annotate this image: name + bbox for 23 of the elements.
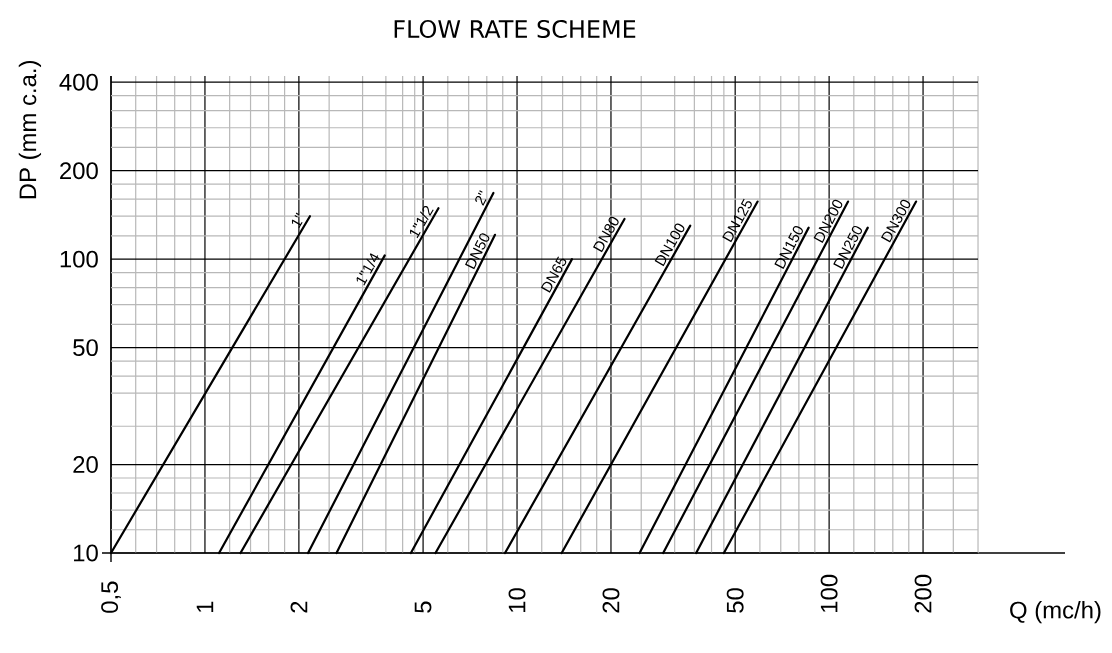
x-tick-label: 2 [290,601,308,613]
x-tick-label: 1 [196,601,214,612]
text: DN50 [465,233,490,270]
x-tick-label: 200 [914,574,932,613]
x-tick-label: 0,5 [101,581,121,613]
text: 1" [291,212,303,229]
y-tick-label: 10 [74,544,98,562]
y-tick-label: 100 [60,250,98,268]
y-axis-title: DP (mm c.a.) [18,60,42,199]
x-tick-label: 5 [414,601,432,613]
text: 1"1/4 [356,253,380,286]
y-tick-label: 50 [73,339,98,357]
x-tick-label: 10 [508,588,526,612]
text: 2" [475,190,487,206]
x-tick-label: 20 [602,588,620,613]
y-tick-label: 200 [60,162,98,180]
y-tick-label: 20 [73,456,98,474]
x-tick-label: 100 [820,574,838,612]
x-tick-label: 50 [726,588,744,613]
y-tick-label: 400 [59,73,98,91]
x-axis-title: Q (mc/h) [1010,601,1101,624]
chart-title: FLOW RATE SCHEME [394,19,636,39]
text: 1"1/2 [409,205,434,239]
